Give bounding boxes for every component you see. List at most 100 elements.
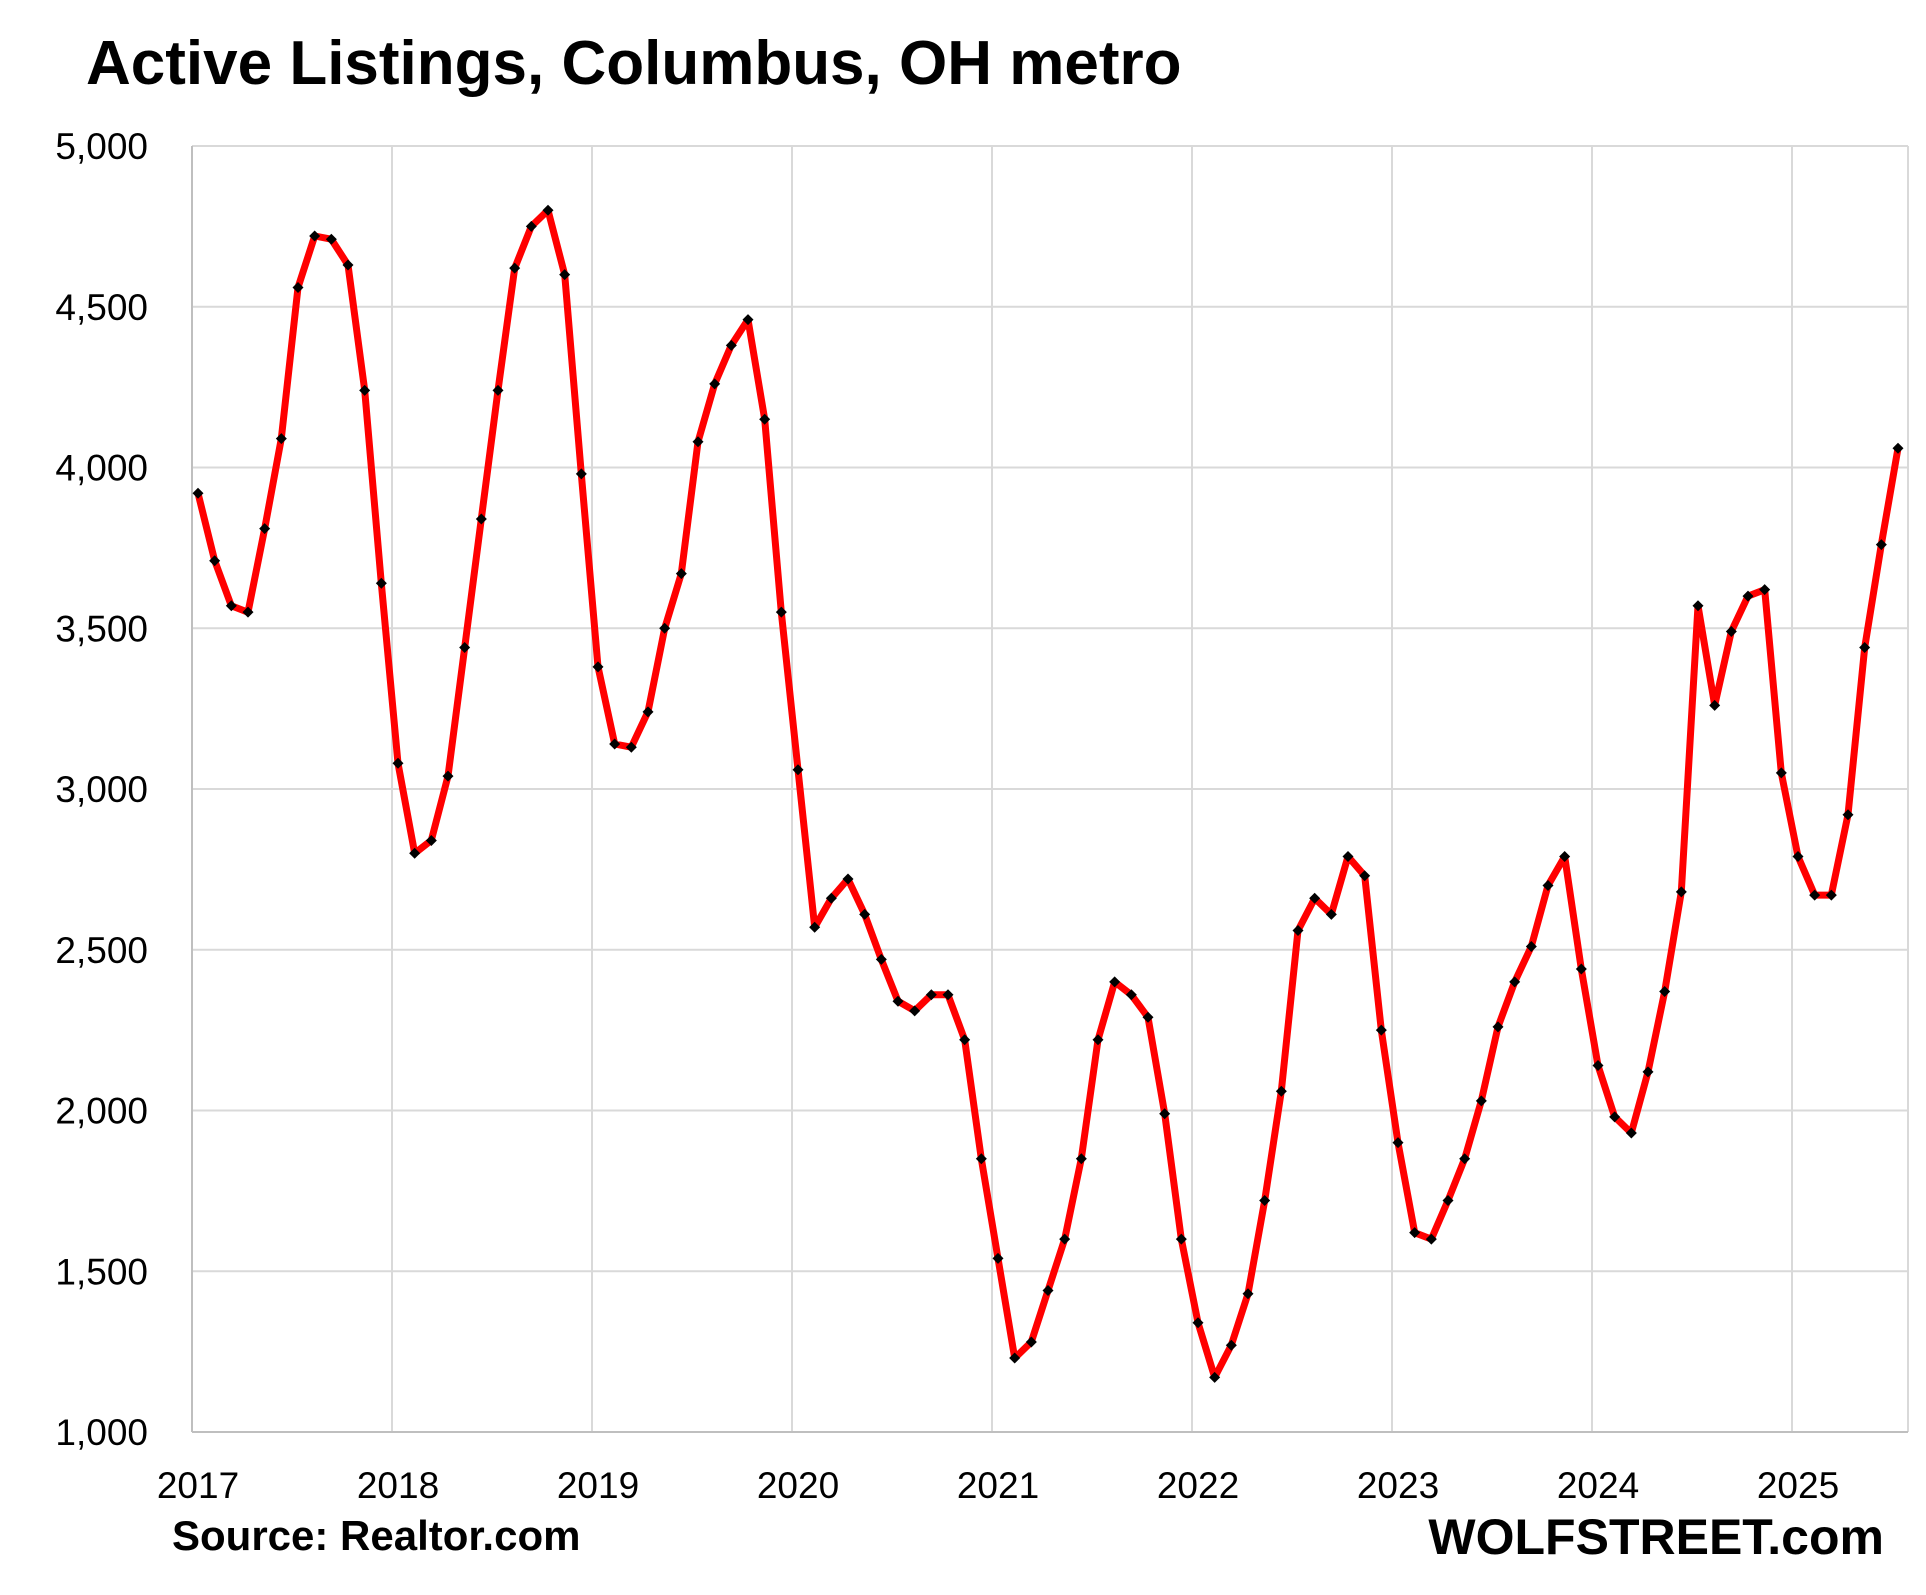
data-point <box>1775 767 1787 779</box>
data-point <box>192 487 204 499</box>
x-tick-label: 2020 <box>757 1465 839 1506</box>
data-point <box>909 1005 921 1017</box>
data-point <box>1525 941 1537 953</box>
marker-layer <box>192 204 1904 1383</box>
data-point <box>692 436 704 448</box>
data-point <box>1042 1285 1054 1297</box>
x-tick-labels: 2017 2018 2019 2020 2021 2022 2023 2024 2025 <box>157 1465 1839 1506</box>
data-point <box>1825 889 1837 901</box>
data-point <box>1175 1233 1187 1245</box>
data-point <box>225 600 237 612</box>
data-point <box>1025 1336 1037 1348</box>
data-point <box>1892 442 1904 454</box>
y-tick-label: 3,500 <box>55 608 148 649</box>
data-point <box>1292 924 1304 936</box>
x-tick-label: 2018 <box>357 1465 439 1506</box>
data-point <box>1542 879 1554 891</box>
y-tick-label: 2,500 <box>55 930 148 971</box>
data-point <box>475 513 487 525</box>
data-point <box>209 555 221 567</box>
data-point <box>1409 1227 1421 1239</box>
data-point <box>1792 851 1804 863</box>
data-point <box>859 908 871 920</box>
data-point <box>242 606 254 618</box>
series-layer <box>194 206 1902 1381</box>
data-point <box>492 384 504 396</box>
data-point <box>1592 1059 1604 1071</box>
data-point <box>775 606 787 618</box>
data-point <box>1675 886 1687 898</box>
data-point <box>742 314 754 326</box>
data-point <box>1575 963 1587 975</box>
data-point <box>1842 809 1854 821</box>
data-point <box>1709 699 1721 711</box>
data-point <box>1559 851 1571 863</box>
data-point <box>609 738 621 750</box>
data-point <box>1692 600 1704 612</box>
y-tick-label: 2,000 <box>55 1091 148 1132</box>
data-point <box>525 220 537 232</box>
data-point <box>1859 642 1871 654</box>
x-tick-label: 2022 <box>1157 1465 1239 1506</box>
data-point <box>592 661 604 673</box>
data-point <box>1359 870 1371 882</box>
data-point <box>1759 584 1771 596</box>
data-point <box>959 1034 971 1046</box>
x-tick-label: 2021 <box>957 1465 1039 1506</box>
data-point <box>1742 590 1754 602</box>
data-point <box>1442 1195 1454 1207</box>
data-point <box>542 204 554 216</box>
data-point <box>292 281 304 293</box>
series-line <box>194 206 1902 1381</box>
data-point <box>1159 1108 1171 1120</box>
data-point <box>1375 1024 1387 1036</box>
data-point <box>1092 1034 1104 1046</box>
data-point <box>1209 1371 1221 1383</box>
data-point <box>325 233 337 245</box>
y-tick-label: 1,500 <box>55 1251 148 1292</box>
data-point <box>575 468 587 480</box>
data-point <box>1325 908 1337 920</box>
x-tick-label: 2019 <box>557 1465 639 1506</box>
data-point <box>975 1153 987 1165</box>
data-point <box>1242 1288 1254 1300</box>
data-point <box>1725 625 1737 637</box>
data-point <box>942 989 954 1001</box>
data-point <box>1492 1021 1504 1033</box>
data-point <box>275 433 287 445</box>
data-point <box>659 622 671 634</box>
source-note: Source: Realtor.com <box>172 1512 581 1559</box>
data-point <box>1509 976 1521 988</box>
data-point <box>342 259 354 271</box>
data-point <box>1475 1095 1487 1107</box>
data-point <box>1125 989 1137 1001</box>
data-point <box>892 995 904 1007</box>
data-point <box>392 757 404 769</box>
data-point <box>925 989 937 1001</box>
data-point <box>1609 1111 1621 1123</box>
data-point <box>1392 1137 1404 1149</box>
y-tick-label: 4,500 <box>55 287 148 328</box>
x-tick-label: 2017 <box>157 1465 239 1506</box>
data-point <box>1075 1153 1087 1165</box>
x-tick-label: 2023 <box>1357 1465 1439 1506</box>
data-point <box>1625 1127 1637 1139</box>
data-point <box>709 378 721 390</box>
data-point <box>875 953 887 965</box>
data-point <box>792 764 804 776</box>
data-point <box>842 873 854 885</box>
data-point <box>1109 976 1121 988</box>
data-point <box>1659 986 1671 998</box>
data-point <box>509 262 521 274</box>
chart-title: Active Listings, Columbus, OH metro <box>86 29 1182 98</box>
data-point <box>1192 1317 1204 1329</box>
data-point <box>442 770 454 782</box>
data-point <box>1225 1339 1237 1351</box>
data-point <box>825 892 837 904</box>
data-point <box>759 413 771 425</box>
data-point <box>375 577 387 589</box>
data-point <box>1809 889 1821 901</box>
x-tick-label: 2024 <box>1557 1465 1639 1506</box>
brand-watermark: WOLFSTREET.com <box>1428 1509 1884 1565</box>
